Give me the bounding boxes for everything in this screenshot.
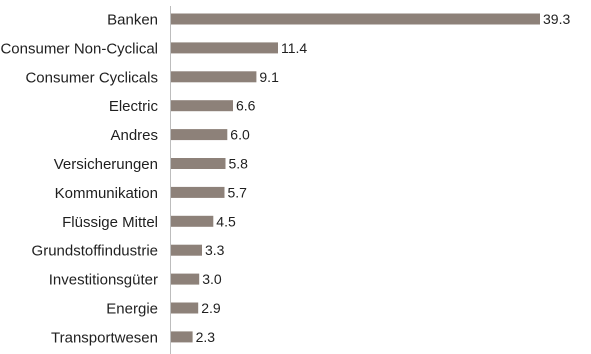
bar-3 [171,100,233,112]
value-label-5: 5.8 [229,156,249,172]
bars-group [171,13,540,343]
value-labels-group: 39.3 11.49.16.6 6.0 5.8 5.7 4.5 3.3 3.0 2.9 2.3 [196,11,571,345]
category-label-1: Consumer Non-Cyclical [0,40,158,57]
category-label-5: Versicherungen [54,156,158,173]
category-label-3: Electric [109,98,159,115]
category-label-2: Consumer Cyclicals [25,69,158,86]
value-label-2: 9.1 [259,69,279,85]
bar-9 [171,273,200,285]
category-label-6: Kommunikation [55,185,158,202]
bar-7 [171,215,214,227]
value-label-1: 11.4 [281,40,307,56]
category-label-8: Grundstoffindustrie [32,243,158,260]
value-label-4: 6.0 [230,127,250,143]
value-label-10: 2.9 [201,300,221,316]
value-label-6: 5.7 [228,184,248,200]
value-label-7: 4.5 [216,213,236,229]
category-label-11: Transportwesen [51,329,158,346]
bar-4 [171,129,228,141]
category-label-0: Banken [107,12,158,29]
bar-6 [171,186,225,198]
bar-11 [171,331,193,343]
category-labels-group: Banken Consumer Non-Cyclical Consumer Cycl… [0,12,158,347]
category-label-9: Investitionsgüter [49,272,158,289]
value-label-0: 39.3 [543,11,570,27]
bar-2 [171,71,257,83]
value-label-3: 6.6 [236,98,256,114]
category-label-7: Flüssige Mittel [62,214,158,231]
bar-1 [171,42,278,54]
bar-8 [171,244,202,256]
category-label-4: Andres [110,127,158,144]
bar-10 [171,302,199,314]
value-label-11: 2.3 [196,329,216,345]
bar-5 [171,158,226,169]
value-label-9: 3.0 [202,271,222,287]
category-label-10: Energie [106,301,158,318]
value-label-8: 3.3 [205,242,225,258]
bar-0 [171,13,540,25]
